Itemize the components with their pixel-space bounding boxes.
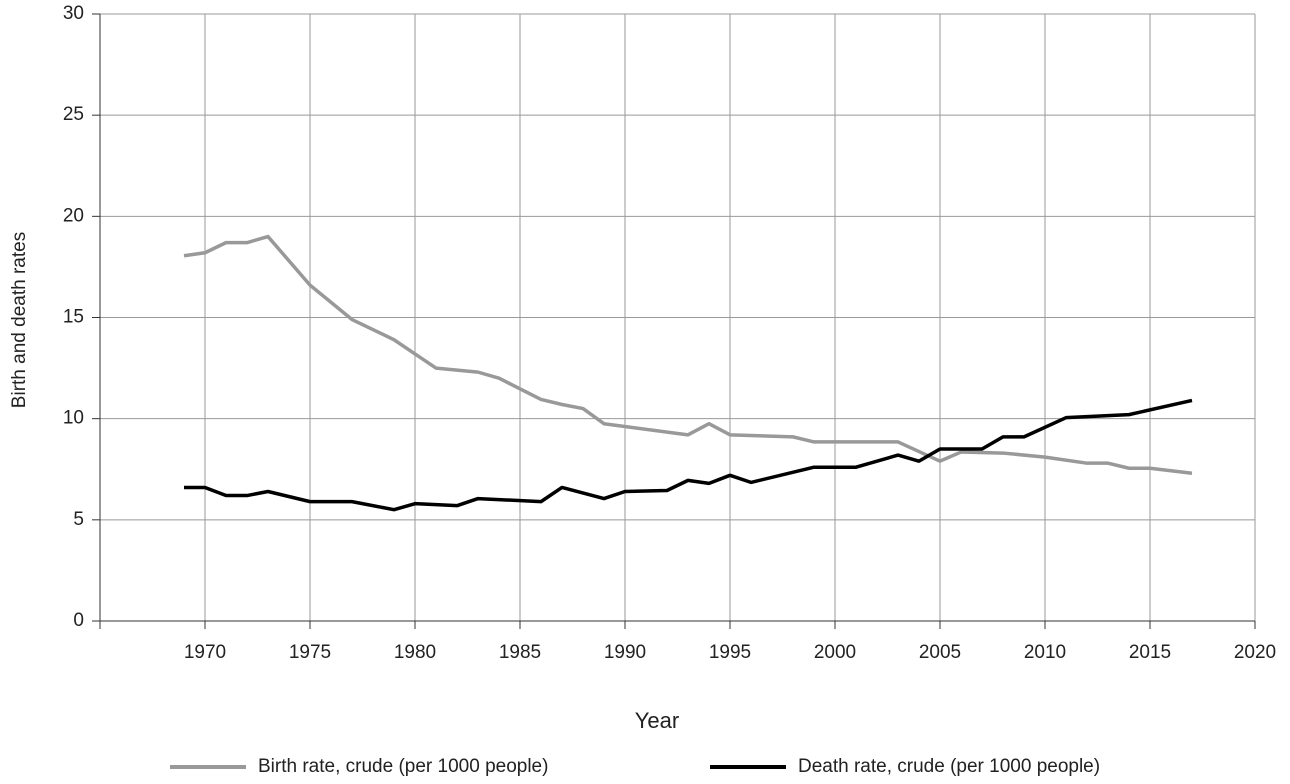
- x-tick-label: 2015: [1129, 642, 1171, 663]
- series-line: [184, 398, 1193, 512]
- x-tick-label: 2020: [1234, 642, 1276, 663]
- x-tick-label: 1985: [499, 642, 541, 663]
- y-axis-label: Birth and death rates: [9, 232, 30, 408]
- y-tick-label: 5: [73, 509, 84, 530]
- legend-label: Death rate, crude (per 1000 people): [798, 756, 1100, 777]
- x-tick-label: 1995: [709, 642, 751, 663]
- x-axis-label: Year: [635, 708, 679, 733]
- y-tick-label: 10: [63, 408, 84, 429]
- y-tick-label: 0: [73, 610, 84, 631]
- x-tick-label: 1990: [604, 642, 646, 663]
- x-tick-label: 1975: [289, 642, 331, 663]
- series-line: [183, 234, 1193, 476]
- y-tick-label: 25: [63, 104, 84, 125]
- legend-label: Birth rate, crude (per 1000 people): [258, 756, 548, 777]
- y-tick-label: 15: [63, 307, 84, 328]
- x-tick-label: 2005: [919, 642, 961, 663]
- y-tick-label: 20: [63, 205, 84, 226]
- x-tick-label: 1980: [394, 642, 436, 663]
- x-tick-label: 2010: [1024, 642, 1066, 663]
- x-tick-label: 1970: [184, 642, 226, 663]
- x-tick-label: 2000: [814, 642, 856, 663]
- y-tick-label: 30: [63, 3, 84, 24]
